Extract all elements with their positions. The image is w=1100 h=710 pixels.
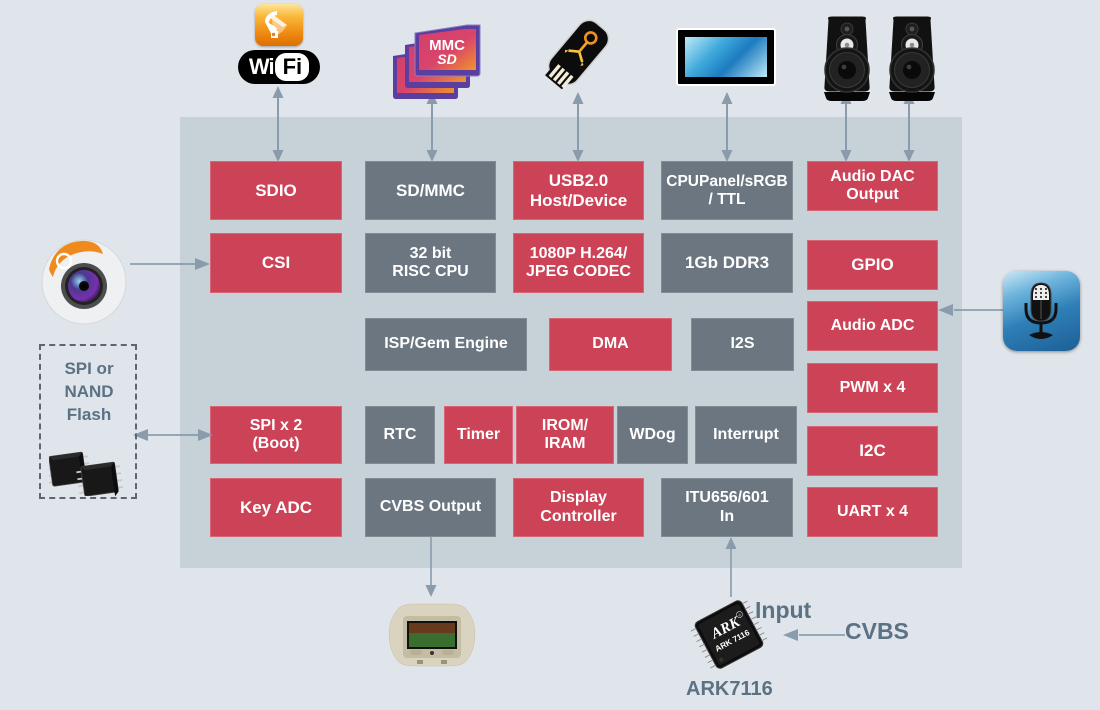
svg-text:SD: SD	[437, 51, 456, 67]
